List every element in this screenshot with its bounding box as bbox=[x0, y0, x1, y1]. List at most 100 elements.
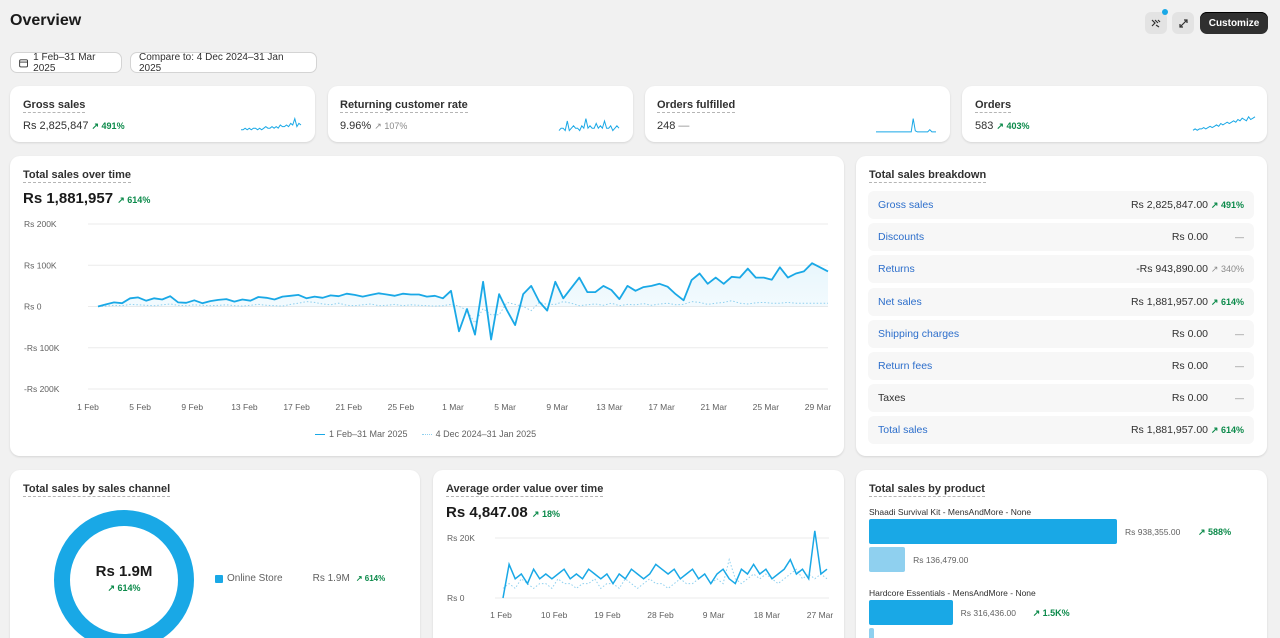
breakdown-row-total-sales[interactable]: Total sales Rs 1,881,957.00 ↗ 614% bbox=[868, 416, 1254, 444]
change-badge: ↗ 614% bbox=[1210, 424, 1244, 435]
product-name: Hardcore Essentials - MensAndMore - None bbox=[869, 588, 1036, 598]
product-bar-current[interactable] bbox=[869, 519, 1117, 544]
product-bar-current[interactable] bbox=[869, 600, 953, 625]
compare-label: Compare to: 4 Dec 2024–31 Jan 2025 bbox=[139, 51, 284, 74]
chart-legend: 1 Feb–31 Mar 2025 4 Dec 2024–31 Jan 2025 bbox=[315, 429, 536, 439]
y-tick-label: Rs 100K bbox=[24, 260, 57, 270]
channel-donut[interactable] bbox=[54, 510, 194, 638]
x-tick-label: 10 Feb bbox=[541, 610, 568, 620]
donut-center-value: Rs 1.9M bbox=[95, 563, 153, 580]
kpi-value: 9.96% bbox=[340, 120, 372, 132]
aov-value: Rs 4,847.08 ↗ 18% bbox=[446, 504, 560, 521]
breakdown-row-shipping[interactable]: Shipping charges Rs 0.00— bbox=[868, 320, 1254, 348]
fullscreen-button[interactable] bbox=[1172, 12, 1194, 34]
x-tick-label: 5 Mar bbox=[494, 402, 516, 412]
breakdown-row-discounts[interactable]: Discounts Rs 0.00— bbox=[868, 223, 1254, 251]
card-title: Average order value over time bbox=[446, 483, 604, 497]
breakdown-row-taxes: Taxes Rs 0.00— bbox=[868, 384, 1254, 412]
kpi-sparkline bbox=[558, 118, 620, 132]
kpi-card-gross-sales[interactable]: Gross sales Rs 2,825,847 ↗ 491% bbox=[10, 86, 315, 142]
x-tick-label: 9 Feb bbox=[181, 402, 203, 412]
x-tick-label: 28 Feb bbox=[647, 610, 674, 620]
legend-swatch bbox=[215, 574, 223, 583]
x-tick-label: 1 Feb bbox=[77, 402, 99, 412]
legend-current[interactable]: 1 Feb–31 Mar 2025 bbox=[315, 429, 408, 439]
customize-button[interactable]: Customize bbox=[1200, 12, 1268, 34]
breakdown-row-gross-sales[interactable]: Gross sales Rs 2,825,847.00 ↗ 491% bbox=[868, 191, 1254, 219]
x-tick-label: 5 Feb bbox=[129, 402, 151, 412]
product-name: Shaadi Survival Kit - MensAndMore - None bbox=[869, 507, 1032, 517]
channel-legend-item[interactable]: Online Store Rs 1.9M ↗ 614% bbox=[215, 573, 385, 584]
kpi-sparkline bbox=[241, 116, 302, 131]
x-tick-label: 1 Mar bbox=[442, 402, 464, 412]
card-title: Total sales by product bbox=[869, 483, 985, 497]
product-bar-previous[interactable] bbox=[869, 628, 874, 638]
kpi-card-orders-fulfilled[interactable]: Orders fulfilled 248 — bbox=[645, 86, 950, 142]
kpi-change: ↗ 107% bbox=[374, 121, 408, 131]
calendar-icon bbox=[19, 58, 28, 67]
product-bar-label: Rs 938,355.00 bbox=[1125, 527, 1181, 537]
breakdown-row-return-fees[interactable]: Return fees Rs 0.00— bbox=[868, 352, 1254, 380]
kpi-value: 583 bbox=[975, 120, 994, 132]
change-badge: ↗ 340% bbox=[1210, 263, 1244, 274]
x-tick-label: 9 Mar bbox=[703, 610, 725, 620]
kpi-title: Orders fulfilled bbox=[657, 99, 736, 113]
total-sales-change: ↗ 614% bbox=[117, 195, 151, 205]
kpi-change: ↗ 403% bbox=[996, 121, 1030, 131]
y-tick-label: Rs 0 bbox=[447, 593, 465, 603]
date-range-picker[interactable]: 1 Feb–31 Mar 2025 bbox=[10, 51, 122, 74]
kpi-card-orders[interactable]: Orders 583 ↗ 403% bbox=[962, 86, 1267, 142]
x-tick-label: 27 Mar bbox=[807, 610, 834, 620]
y-tick-label: -Rs 100K bbox=[24, 343, 60, 353]
y-tick-label: Rs 0 bbox=[24, 302, 42, 312]
donut-center-change: ↗ 614% bbox=[107, 583, 141, 593]
kpi-title: Returning customer rate bbox=[340, 99, 468, 113]
card-title: Total sales by sales channel bbox=[23, 483, 171, 497]
product-bar-label: Rs 136,479.00 bbox=[913, 555, 969, 565]
change-badge: ↗ 491% bbox=[1210, 199, 1244, 210]
x-tick-label: 1 Feb bbox=[490, 610, 512, 620]
change-badge: ↗ 614% bbox=[1210, 296, 1244, 307]
total-sales-over-time-card: Total sales over time Rs 1,881,957 ↗ 614… bbox=[10, 156, 844, 456]
series-line-previous[interactable] bbox=[502, 557, 828, 590]
sales-by-product-card: Total sales by product Shaadi Survival K… bbox=[856, 470, 1267, 638]
series-line-current[interactable] bbox=[502, 530, 828, 599]
kpi-title: Gross sales bbox=[23, 99, 86, 113]
kpi-value: Rs 2,825,847 bbox=[23, 120, 89, 132]
x-tick-label: 21 Mar bbox=[700, 402, 727, 412]
product-bar-previous[interactable] bbox=[869, 547, 906, 572]
sales-line-chart[interactable]: Rs 200K Rs 100K Rs 0 -Rs 100K -Rs 200K 1 Feb 5… bbox=[10, 156, 844, 456]
series-line-current[interactable] bbox=[97, 262, 829, 341]
x-tick-label: 19 Feb bbox=[594, 610, 621, 620]
legend-previous[interactable]: 4 Dec 2024–31 Jan 2025 bbox=[421, 429, 536, 439]
sparkle-icon bbox=[1151, 19, 1161, 28]
kpi-change: — bbox=[678, 120, 690, 132]
y-tick-label: Rs 200K bbox=[24, 219, 57, 229]
series-line-previous[interactable] bbox=[97, 300, 828, 324]
y-tick-label: Rs 20K bbox=[447, 533, 475, 543]
x-tick-label: 21 Feb bbox=[335, 402, 362, 412]
x-tick-label: 17 Feb bbox=[283, 402, 310, 412]
kpi-change: ↗ 491% bbox=[91, 121, 125, 131]
product-change: ↗ 1.5K% bbox=[1032, 608, 1070, 618]
compare-picker[interactable]: Compare to: 4 Dec 2024–31 Jan 2025 bbox=[130, 51, 317, 74]
page-title: Overview bbox=[10, 12, 82, 29]
product-bar-label: Rs 316,436.00 bbox=[960, 608, 1016, 618]
kpi-title: Orders bbox=[975, 99, 1012, 113]
expand-icon bbox=[1178, 18, 1188, 28]
breakdown-row-returns[interactable]: Returns -Rs 943,890.00 ↗ 340% bbox=[868, 255, 1254, 283]
card-title: Total sales over time bbox=[23, 169, 132, 183]
product-change: ↗ 588% bbox=[1198, 527, 1232, 537]
x-tick-label: 29 Mar bbox=[805, 402, 832, 412]
aov-card: Average order value over time Rs 4,847.0… bbox=[433, 470, 844, 638]
aov-change: ↗ 18% bbox=[531, 509, 560, 519]
kpi-value: 248 bbox=[657, 120, 676, 132]
kpi-card-returning-rate[interactable]: Returning customer rate 9.96% ↗ 107% bbox=[328, 86, 633, 142]
aov-line-chart[interactable]: Rs 20K Rs 0 1 Feb 10 Feb 19 Feb 28 Feb 9 Mar 18… bbox=[433, 470, 844, 638]
x-tick-label: 9 Mar bbox=[546, 402, 568, 412]
date-range-label: 1 Feb–31 Mar 2025 bbox=[33, 51, 96, 74]
breakdown-row-net-sales[interactable]: Net sales Rs 1,881,957.00 ↗ 614% bbox=[868, 288, 1254, 316]
x-tick-label: 13 Feb bbox=[231, 402, 258, 412]
y-tick-label: -Rs 200K bbox=[24, 384, 60, 394]
ai-assist-button[interactable] bbox=[1145, 9, 1168, 34]
